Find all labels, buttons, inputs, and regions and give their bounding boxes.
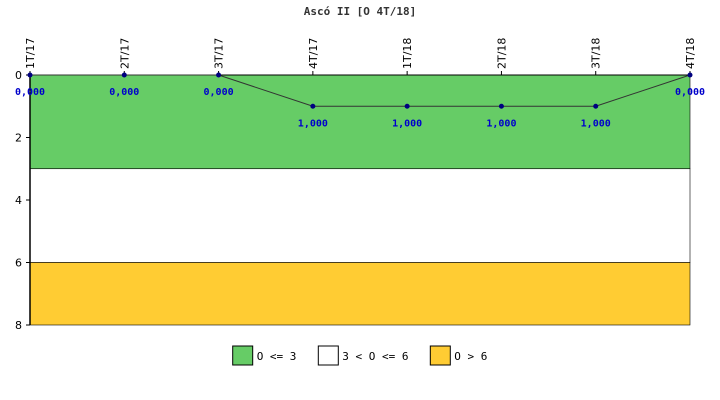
legend-label: O > 6 <box>454 350 487 363</box>
data-labels: 0,000 0,000 0,000 1,000 1,000 1,000 1,000 0,000 <box>15 87 705 129</box>
legend-label: 3 < O <= 6 <box>342 350 408 363</box>
data-label: 0,000 <box>15 87 45 98</box>
band-2 <box>29 262 691 326</box>
threshold-bands <box>29 74 691 326</box>
y-tick-label: 4 <box>15 194 22 207</box>
y-tick-label: 2 <box>15 132 22 145</box>
data-point <box>216 72 222 78</box>
legend-swatch <box>429 345 451 366</box>
legend-label: O <= 3 <box>257 350 297 363</box>
data-point <box>27 72 33 78</box>
data-label: 1,000 <box>392 118 422 129</box>
x-tick-label: 3T/17 <box>213 38 226 69</box>
y-tick-label: 0 <box>15 69 22 82</box>
data-label: 0,000 <box>109 87 139 98</box>
x-tick-label: 2T/18 <box>495 38 508 69</box>
data-point <box>593 103 599 109</box>
x-tick-label: 4T/17 <box>307 38 320 69</box>
band-1 <box>29 168 691 263</box>
x-tick-label: 2T/17 <box>118 38 131 69</box>
data-label: 0,000 <box>204 87 234 98</box>
x-tick-label: 1T/18 <box>401 38 414 69</box>
legend-swatch <box>317 345 339 366</box>
data-point <box>310 103 316 109</box>
data-point <box>498 103 504 109</box>
x-tick-label: 3T/18 <box>590 38 603 69</box>
series-group <box>27 72 693 109</box>
data-point <box>687 72 693 78</box>
y-axis-ticks: 0 2 4 6 8 <box>15 69 30 332</box>
data-label: 0,000 <box>675 87 705 98</box>
x-axis-ticks: 1T/17 2T/17 3T/17 4T/17 1T/18 2T/18 3T/18 4T/18 <box>24 38 697 75</box>
legend: O <= 3 3 < O <= 6 O > 6 <box>232 345 487 366</box>
x-tick-label: 1T/17 <box>24 38 37 69</box>
x-tick-label: 4T/18 <box>684 38 697 69</box>
data-label: 1,000 <box>581 118 611 129</box>
legend-swatch <box>232 345 254 366</box>
y-tick-label: 8 <box>15 319 22 332</box>
chart-title: Ascó II [O 4T/18] <box>304 5 417 18</box>
data-point <box>121 72 127 78</box>
y-tick-label: 6 <box>15 257 22 270</box>
band-0 <box>29 74 691 170</box>
data-point <box>404 103 410 109</box>
series-line <box>30 74 691 107</box>
data-label: 1,000 <box>298 118 328 129</box>
data-label: 1,000 <box>486 118 516 129</box>
